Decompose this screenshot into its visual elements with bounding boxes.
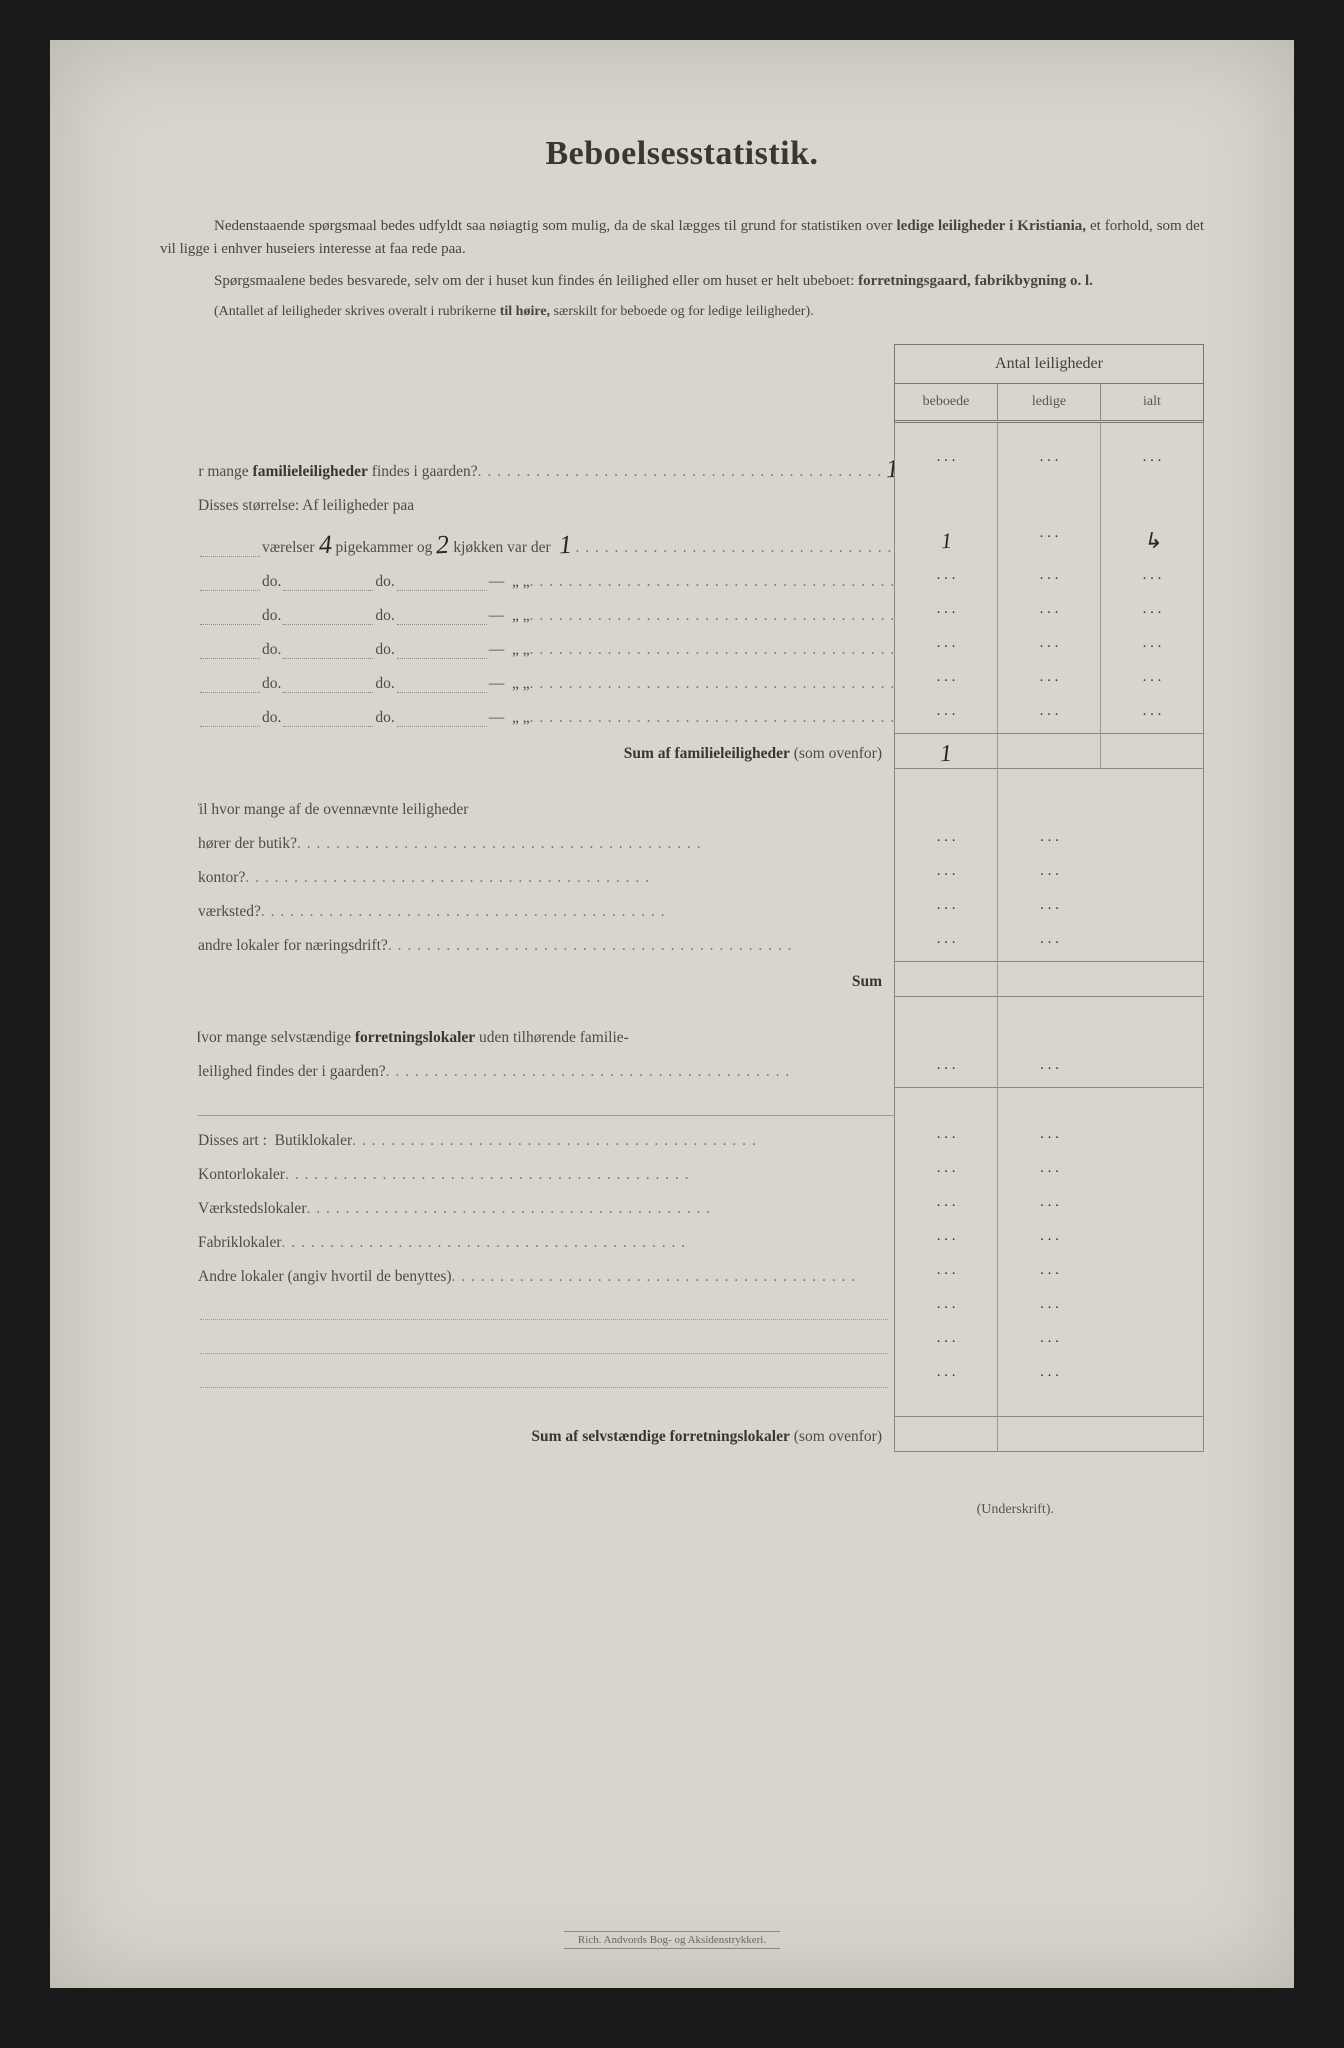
q3-line2: leilighed findes der i gaarden? . . .. .… <box>198 1053 1204 1087</box>
q1-size-row-1: værelser 4 pigekammer og 2 kjøkken var d… <box>198 521 1204 563</box>
q1-size-row: do. do. — „ „ . . .. . .. . . <box>198 699 1204 733</box>
intro-paragraph-1: Nedenstaaende spørgsmaal bedes udfyldt s… <box>160 215 1204 262</box>
intro-bold: til høire, <box>500 304 550 319</box>
q3-butik: Disses art : Butiklokaler . . .. . . <box>198 1122 1204 1156</box>
q3-andre: Andre lokaler (angiv hvortil de benyttes… <box>198 1258 1204 1292</box>
intro-bold: ledige leiligheder i Kristiania, <box>897 218 1087 234</box>
q3-line1: 3. Hvor mange selvstændige forretningslo… <box>198 1019 1204 1053</box>
page-title: Beboelsesstatistik. <box>160 135 1204 173</box>
handwritten-value: 1 <box>882 454 894 485</box>
intro-text: Nedenstaaende spørgsmaal bedes udfyldt s… <box>214 218 897 234</box>
col-ledige: ledige <box>997 384 1100 420</box>
q3-vaerksted: Værkstedslokaler . . .. . . <box>198 1190 1204 1224</box>
q1-size-row: do. do. — „ „ . . .. . .. . . <box>198 631 1204 665</box>
q1-disses: Disses størrelse: Af leiligheder paa <box>198 487 1204 521</box>
col-group-header: Antal leiligheder <box>895 345 1203 384</box>
handwritten-value: 1 <box>554 530 577 561</box>
q2-butik: hører der butik? . . .. . . <box>198 825 1204 859</box>
handwritten-value: 1 <box>935 741 956 769</box>
q3-kontor: Kontorlokaler . . .. . . <box>198 1156 1204 1190</box>
q2-andre: andre lokaler for næringsdrift? . . .. .… <box>198 927 1204 961</box>
printer-footer: Rich. Andvords Bog- og Aksidenstrykkeri. <box>50 1934 1294 1946</box>
q1-sum: Sum af familieleiligheder (som ovenfor) … <box>198 733 1204 769</box>
q1-size-row: do. do. — „ „ . . .. . .. . . <box>198 597 1204 631</box>
intro-paragraph-3: (Antallet af leiligheder skrives overalt… <box>160 301 1204 323</box>
scanned-form-page: Beboelsesstatistik. Nedenstaaende spørgs… <box>50 40 1294 1988</box>
handwritten-value: ↳ <box>1138 528 1166 555</box>
intro-text: Spørgsmaalene bedes besvarede, selv om d… <box>214 273 858 289</box>
q3-fabrik: Fabriklokaler . . .. . . <box>198 1224 1204 1258</box>
q1-size-row: do. do. — „ „ . . .. . .. . . <box>198 665 1204 699</box>
signature-label: (Underskrift). <box>160 1502 1204 1518</box>
q2-kontor: kontor? . . .. . . <box>198 859 1204 893</box>
q3-blank: . . .. . . <box>198 1292 1204 1326</box>
intro-paragraph-2: Spørgsmaalene bedes besvarede, selv om d… <box>160 270 1204 293</box>
q2-line1: 2.Til hvor mange af de ovennævnte leilig… <box>198 791 1204 825</box>
q3-blank: . . .. . . <box>198 1360 1204 1394</box>
col-beboede: beboede <box>895 384 997 420</box>
col-ialt: ialt <box>1100 384 1203 420</box>
q1-main: 1. Hvor mange familieleiligheder findes … <box>198 445 1204 487</box>
intro-bold: forretningsgaard, fabrikbygning o. l. <box>858 273 1093 289</box>
q1-size-row: do. do. — „ „ . . .. . .. . . <box>198 563 1204 597</box>
q3-hr <box>198 1087 1204 1122</box>
table-header: Antal leiligheder beboede ledige ialt <box>160 344 1204 423</box>
q3-sum: Sum af selvstændige forretningslokaler (… <box>198 1416 1204 1452</box>
q2-vaerksted: værksted? . . .. . . <box>198 893 1204 927</box>
form-table: Antal leiligheder beboede ledige ialt 1.… <box>160 344 1204 1452</box>
handwritten-value: 2 <box>432 530 455 561</box>
handwritten-value: 4 <box>314 530 337 561</box>
q2-sum: Sum <box>198 961 1204 997</box>
q3-blank: . . .. . . <box>198 1326 1204 1360</box>
handwritten-value: 1 <box>936 528 956 555</box>
